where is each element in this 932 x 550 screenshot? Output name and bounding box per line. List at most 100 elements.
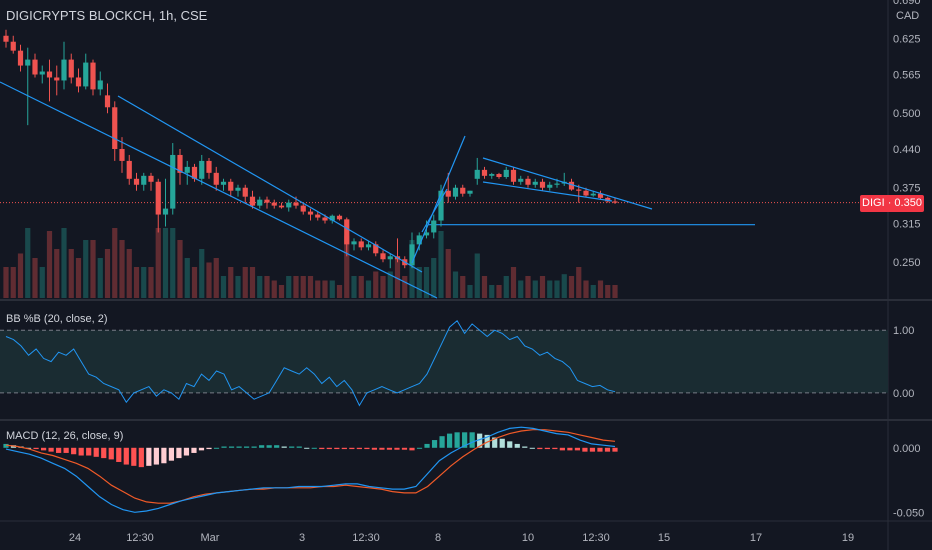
candle-body [510,169,517,182]
volume-bar [68,249,74,298]
macd-histogram-bar [213,447,220,449]
macd-histogram-bar [597,447,603,452]
candle-body [61,59,67,81]
macd-histogram-bar [183,447,190,456]
volume-bar [148,267,154,298]
candle-body [119,149,125,161]
candle-body [380,253,386,260]
time-tick-label: 17 [750,532,762,544]
macd-histogram-bar [304,447,310,449]
volume-bar [489,285,495,298]
candle-body [503,169,509,178]
last-price-tag: DIGI · 0.350 [860,195,924,212]
candle-body [83,62,89,87]
candle-body [307,211,314,215]
macd-histogram-bar [394,447,400,450]
candle-body [220,181,227,185]
volume-bar [25,228,31,298]
volume-bar [583,280,589,298]
volume-bar [322,280,328,298]
volume-bar [568,276,575,298]
volume-bar [90,240,96,298]
candle-body [257,199,263,206]
volume-bar [503,276,509,298]
volume-bar [32,258,38,298]
candle-body [496,174,502,178]
bb-indicator-label[interactable]: BB %B (20, close, 2) [6,313,108,325]
macd-signal-line [5,429,616,504]
candle-body [612,201,618,203]
candle-body [481,169,488,176]
candle-body [358,241,364,248]
candle-body [474,169,480,179]
macd-histogram-bar [544,447,550,450]
volume-bar [199,249,205,298]
macd-histogram-bar [379,447,385,450]
candle-body [97,80,103,90]
candle-body [452,187,459,197]
volume-bar [97,258,103,298]
macd-histogram-bar [63,447,69,453]
volume-bar [612,285,618,298]
volume-bar [61,228,67,298]
candle-body [590,193,596,196]
volume-bar [438,231,444,298]
macd-histogram-bar [236,446,242,448]
candle-body [467,190,473,194]
volume-bar [416,267,422,298]
time-tick-label: 24 [69,532,81,544]
candle-body [228,181,234,191]
candle-body [365,244,372,248]
volume-bar [329,280,335,298]
volume-bar [162,228,169,298]
candle-body [271,202,277,206]
candle-body [141,175,147,185]
candle-body [605,197,611,202]
volume-bar [228,267,234,298]
candle-body [104,95,111,108]
time-tick-label: 12:30 [582,532,610,544]
macd-histogram-bar [529,447,535,449]
volume-bar [423,267,430,298]
macd-histogram-bar [198,447,205,451]
candle-body [264,199,270,203]
macd-histogram-bar [319,447,325,450]
candle-body [416,235,422,245]
volume-bar [170,228,176,298]
candle-body [344,219,350,245]
bb-band-fill [0,330,888,393]
volume-bars [3,228,618,298]
macd-histogram-bar [131,447,137,466]
candle-body [249,196,256,206]
macd-histogram-bar [401,447,408,450]
candle-body [373,244,379,254]
macd-histogram-bar [522,446,528,448]
candle-body [3,35,9,42]
candle-body [293,202,299,206]
macd-histogram-bar [469,432,475,448]
time-tick-label: 3 [299,532,305,544]
macd-histogram-bar [274,445,280,448]
candle-body [518,178,524,182]
macd-indicator-label[interactable]: MACD (12, 26, close, 9) [6,430,124,442]
volume-bar [242,267,248,298]
candle-body [155,181,161,215]
volume-bar [235,276,241,298]
macd-line [5,426,616,513]
macd-histogram-bar [146,447,152,466]
macd-histogram-bar [93,447,99,457]
volume-bar [387,271,393,298]
candle-body [39,71,45,75]
macd-histogram-bar [499,438,505,448]
volume-bar [10,267,16,298]
macd-histogram-bar [161,447,167,464]
volume-bar [539,276,546,298]
volume-bar [17,253,24,298]
uptrend-line-inner [421,188,448,233]
macd-histogram-bar [514,443,520,448]
volume-bar [104,249,111,298]
price-tick-label: 0.440 [893,144,921,156]
macd-histogram [3,432,618,468]
candle-body [532,181,538,185]
